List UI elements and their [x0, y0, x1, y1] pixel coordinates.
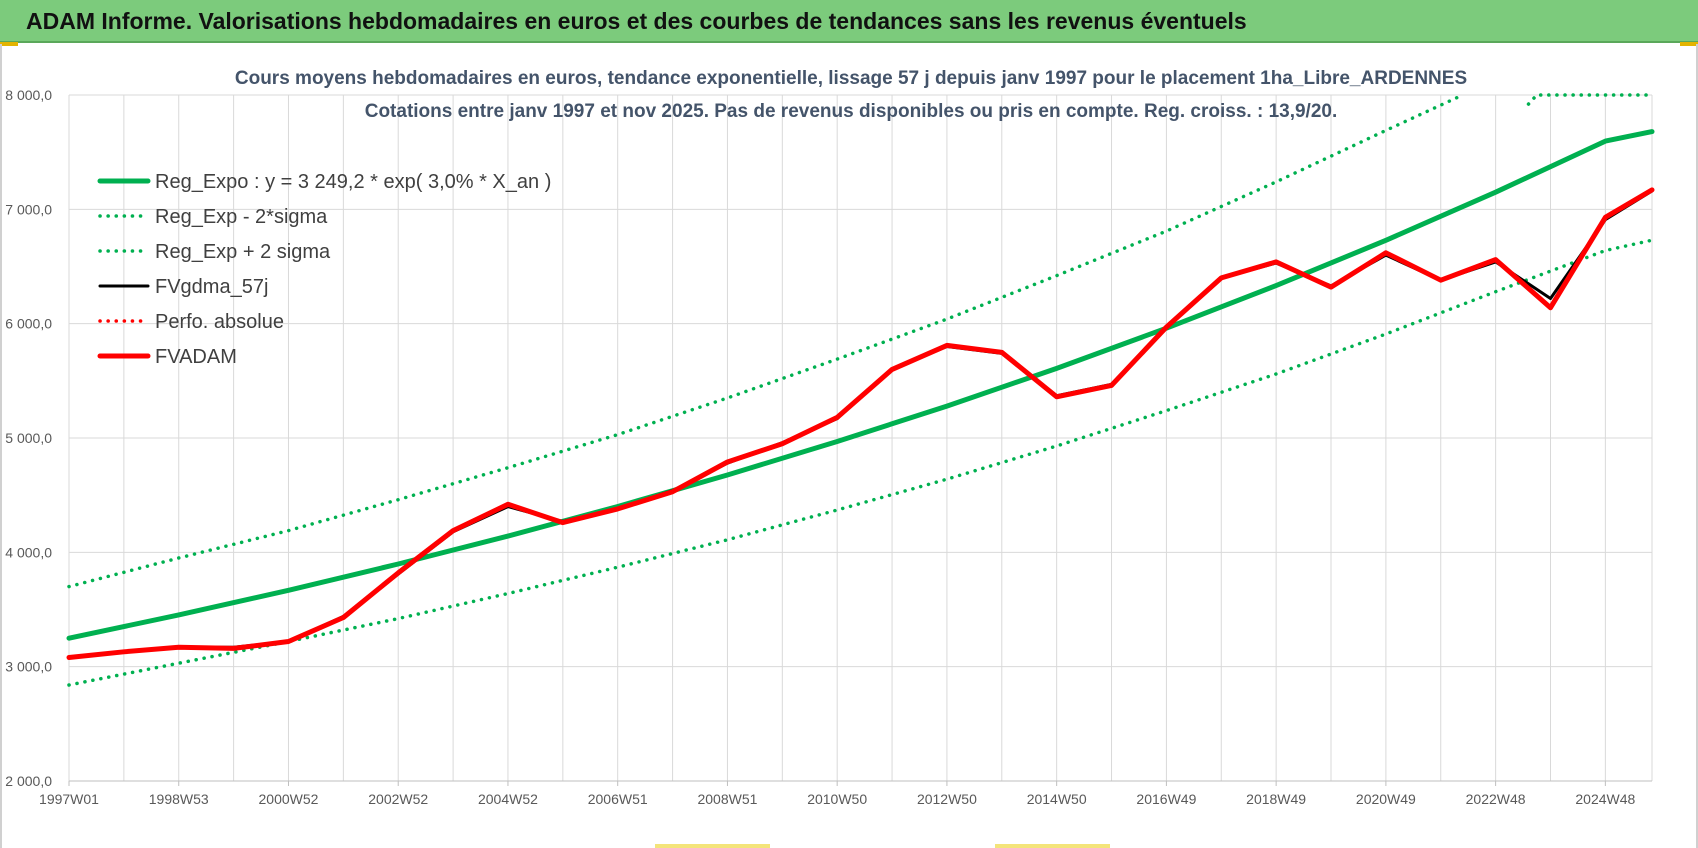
x-tick-label: 2024W48 [1575, 791, 1635, 807]
x-tick-label: 2014W50 [1027, 791, 1087, 807]
x-tick-label: 2008W51 [697, 791, 757, 807]
left-corner-mark [0, 42, 18, 46]
x-tick-label: 2016W49 [1136, 791, 1196, 807]
grid-layer [68, 94, 1653, 782]
x-tick-label: 1997W01 [39, 791, 99, 807]
chart-title: Cours moyens hebdomadaires en euros, ten… [235, 68, 1467, 89]
y-tick-label: 8 000,0 [5, 87, 52, 103]
legend-label: Reg_Exp + 2 sigma [155, 241, 331, 263]
chart-subtitle: Cotations entre janv 1997 et nov 2025. P… [365, 101, 1338, 122]
x-tick-label: 2004W52 [478, 791, 538, 807]
banner: ADAM Informe. Valorisations hebdomadaire… [0, 0, 1698, 43]
bottom-mark [995, 844, 1110, 848]
x-tick-label: 1998W53 [149, 791, 209, 807]
x-tick-label: 2022W48 [1466, 791, 1526, 807]
y-tick-label: 7 000,0 [5, 201, 52, 217]
x-tick-label: 2018W49 [1246, 791, 1306, 807]
legend-label: FVADAM [155, 346, 237, 368]
series-line-1 [67, 238, 1654, 687]
legend-label: FVgdma_57j [155, 276, 268, 298]
y-tick-label: 5 000,0 [5, 430, 52, 446]
x-tick-label: 2010W50 [807, 791, 867, 807]
bottom-mark [655, 844, 770, 848]
y-tick-label: 2 000,0 [5, 773, 52, 789]
chart-frame: 2 000,0 3 000,0 4 000,0 5 000,0 6 000,0 7 000… [0, 44, 1698, 848]
x-tick-label: 2000W52 [259, 791, 319, 807]
axis-layer: 2 000,0 3 000,0 4 000,0 5 000,0 6 000,0 7 000… [5, 87, 1652, 807]
title-layer: Cours moyens hebdomadaires en euros, ten… [235, 68, 1467, 122]
x-tick-label: 2012W50 [917, 791, 977, 807]
legend-label: Reg_Exp - 2*sigma [155, 206, 328, 228]
y-tick-label: 6 000,0 [5, 316, 52, 332]
x-tick-label: 2020W49 [1356, 791, 1416, 807]
series-line-2 [67, 93, 1654, 589]
banner-title: ADAM Informe. Valorisations hebdomadaire… [26, 8, 1247, 34]
legend-label: Reg_Expo : y = 3 249,2 * exp( 3,0% * X_a… [155, 171, 551, 193]
right-corner-mark [1680, 42, 1698, 46]
chart: 2 000,0 3 000,0 4 000,0 5 000,0 6 000,0 7 000… [5, 68, 1655, 807]
y-tick-label: 4 000,0 [5, 544, 52, 560]
legend-label: Perfo. absolue [155, 311, 284, 333]
series-layer [66, 93, 1655, 687]
series-line-5 [66, 187, 1655, 660]
x-tick-label: 2006W51 [588, 791, 648, 807]
series-line-0 [66, 129, 1655, 641]
x-tick-label: 2002W52 [368, 791, 428, 807]
y-tick-label: 3 000,0 [5, 659, 52, 675]
legend: Reg_Expo : y = 3 249,2 * exp( 3,0% * X_a… [97, 171, 551, 368]
